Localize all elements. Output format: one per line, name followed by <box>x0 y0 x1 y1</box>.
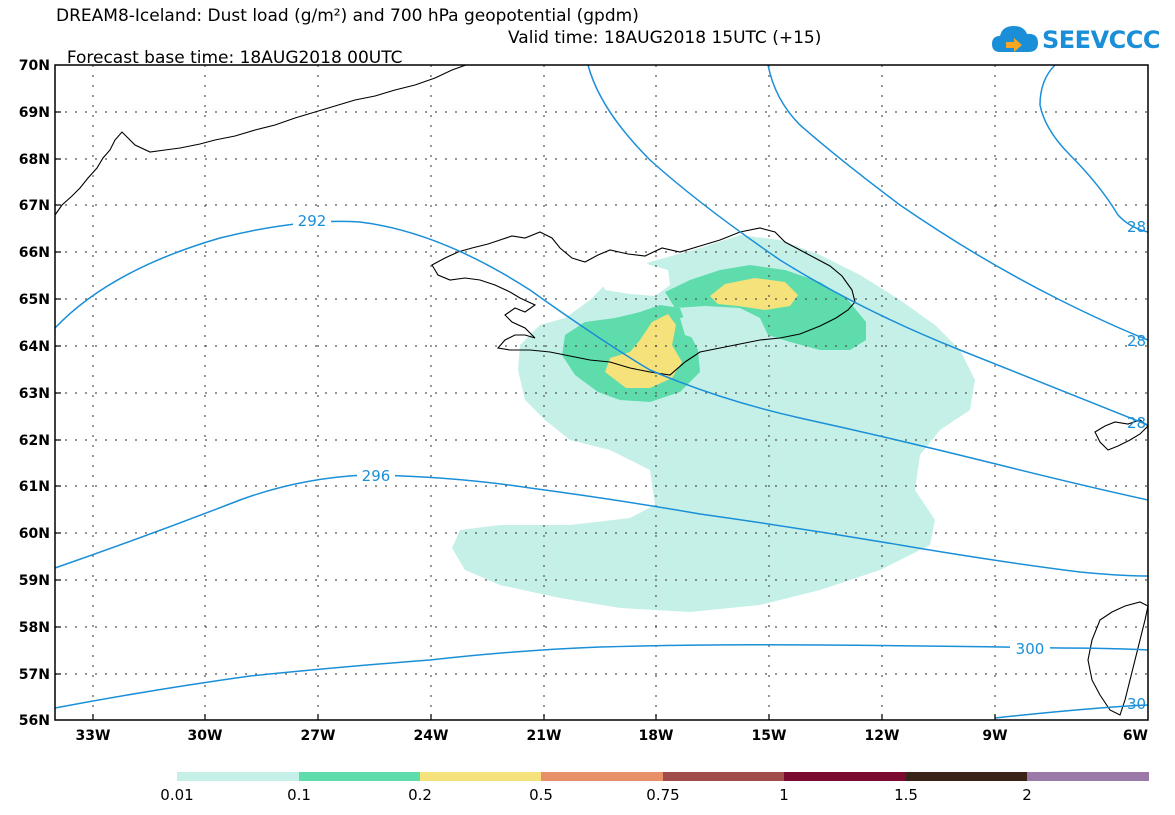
contour-label-292: 292 <box>298 212 327 230</box>
graticule <box>55 65 1148 720</box>
lon-label: 33W <box>76 728 111 744</box>
colorbar-label: 2 <box>1022 786 1032 804</box>
colorbar-swatch <box>1027 772 1149 781</box>
logo-text: SEEVCCC <box>1042 26 1161 54</box>
lat-label: 69N <box>19 105 50 121</box>
lat-label: 67N <box>19 198 50 214</box>
lon-label: 18W <box>639 728 674 744</box>
lat-label: 68N <box>19 152 50 168</box>
iceland-coast <box>431 227 856 376</box>
lon-label: 15W <box>752 728 787 744</box>
lat-label: 60N <box>19 526 50 542</box>
dust-hole-0.1 <box>680 312 755 345</box>
contour-label-30: 30 <box>1127 695 1146 713</box>
lon-label: 30W <box>188 728 223 744</box>
colorbar-swatch <box>663 772 784 781</box>
lat-label: 70N <box>19 58 50 74</box>
scotland-coast <box>1087 601 1149 716</box>
longitude-labels: 33W 30W 27W 24W 21W 18W 15W 12W 9W 6W <box>76 728 1148 744</box>
colorbar-label: 0.1 <box>287 786 311 804</box>
latitude-labels: 70N 69N 68N 67N 66N 65N 64N 63N 62N 61N … <box>19 58 50 729</box>
lat-label: 59N <box>19 573 50 589</box>
colorbar-label: 0.2 <box>408 786 432 804</box>
lat-label: 61N <box>19 479 50 495</box>
map-title: DREAM8-Iceland: Dust load (g/m²) and 700… <box>56 6 639 26</box>
contour-label-300: 300 <box>1016 640 1045 658</box>
lon-label: 27W <box>301 728 336 744</box>
colorbar-label: 0.5 <box>529 786 553 804</box>
colorbar-swatch <box>177 772 299 781</box>
lat-label: 58N <box>19 620 50 636</box>
colorbar-swatch <box>541 772 663 781</box>
contour-label-28-a: 28 <box>1127 218 1146 236</box>
colorbar-swatch <box>299 772 420 781</box>
colorbar-swatch <box>784 772 906 781</box>
contour-south <box>994 704 1149 719</box>
lat-label: 66N <box>19 245 50 261</box>
valid-time: Valid time: 18AUG2018 15UTC (+15) <box>508 28 822 48</box>
lon-label: 24W <box>414 728 449 744</box>
lat-label: 56N <box>19 713 50 729</box>
contour-300 <box>54 644 1149 709</box>
colorbar-swatch <box>420 772 541 781</box>
colorbar-swatch <box>906 772 1027 781</box>
greenland-coast <box>54 64 467 216</box>
contour-labels: 292 296 300 28 28 28 30 <box>293 212 1146 713</box>
contour-label-296: 296 <box>362 467 391 485</box>
colorbar-label: 1 <box>779 786 789 804</box>
cloud-icon <box>992 26 1038 52</box>
contour-north-1 <box>587 64 1149 426</box>
colorbar-label: 0.75 <box>646 786 680 804</box>
dust-region-0.2-west <box>605 314 682 388</box>
lon-label: 6W <box>1123 728 1148 744</box>
faroe-islands-coast <box>1094 419 1149 451</box>
lon-label: 9W <box>982 728 1007 744</box>
contour-296 <box>54 474 1149 577</box>
contour-label-28-b: 28 <box>1127 332 1146 350</box>
forecast-base-time: Forecast base time: 18AUG2018 00UTC <box>66 48 403 68</box>
colorbar-label: 0.01 <box>160 786 194 804</box>
lat-label: 65N <box>19 292 50 308</box>
lat-label: 64N <box>19 339 50 355</box>
geopotential-contours <box>54 64 1149 719</box>
colorbar-label: 1.5 <box>894 786 918 804</box>
lat-label: 62N <box>19 433 50 449</box>
lat-label: 63N <box>19 386 50 402</box>
dust-hole-0.01 <box>598 262 670 296</box>
lat-label: 57N <box>19 667 50 683</box>
contour-292 <box>54 220 1149 501</box>
colorbar <box>177 772 1149 781</box>
dust-load-shading <box>452 235 975 612</box>
dust-region-0.2-east <box>710 278 798 310</box>
contour-north-3 <box>1039 64 1149 233</box>
coastlines <box>54 64 1149 716</box>
axis-ticks <box>55 111 996 720</box>
lon-label: 12W <box>865 728 900 744</box>
map-subtitle: Forecast base time: 18AUG2018 00UTC Vali… <box>56 28 822 88</box>
contour-label-28-c: 28 <box>1127 414 1146 432</box>
lon-label: 21W <box>527 728 562 744</box>
contour-north-2 <box>767 64 1149 341</box>
seevccc-logo: SEEVCCC <box>990 20 1161 60</box>
